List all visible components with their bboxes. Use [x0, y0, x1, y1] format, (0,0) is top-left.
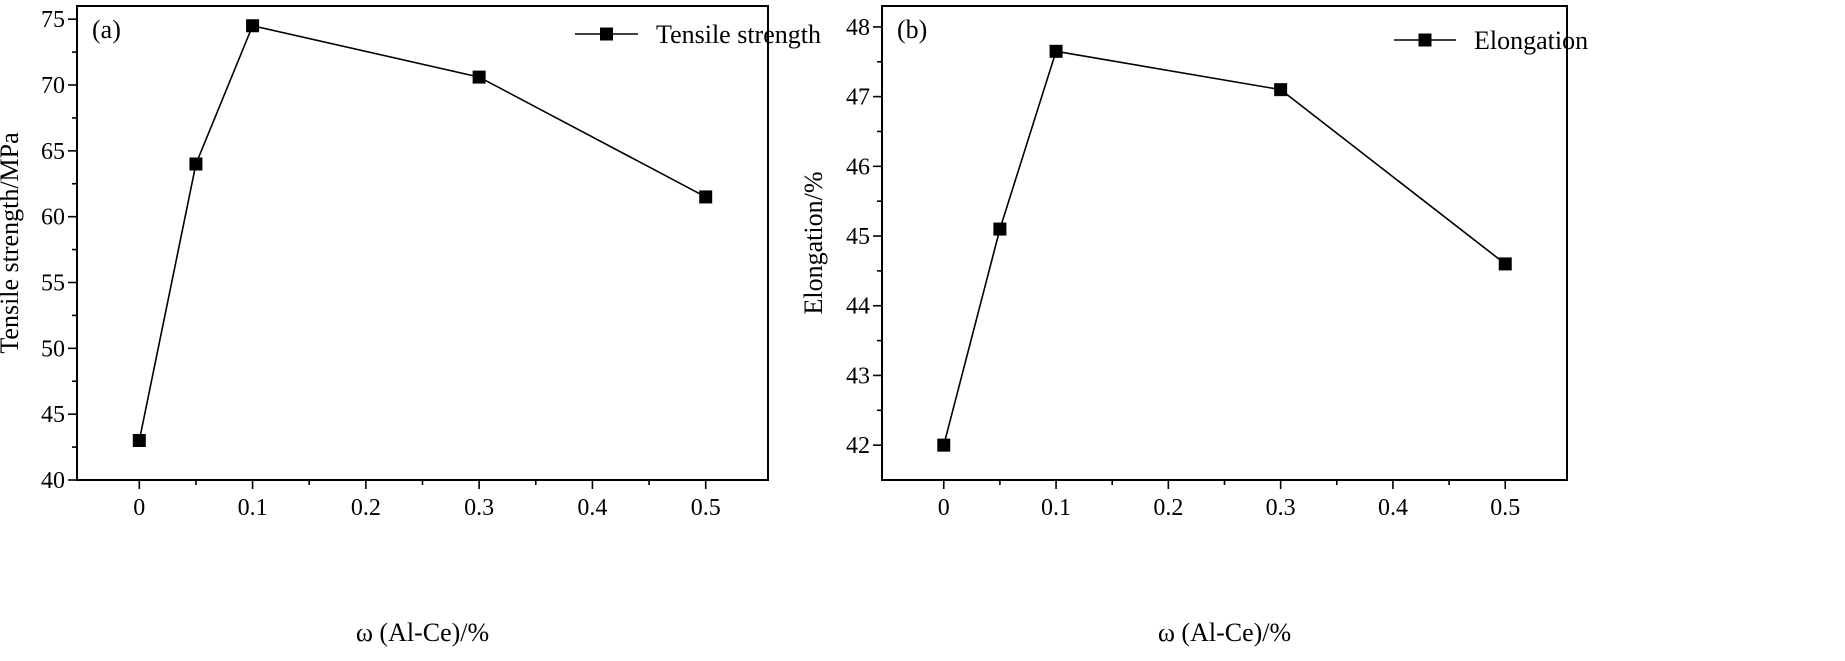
data-point [993, 222, 1007, 236]
legend-label: Tensile strength [656, 20, 821, 49]
y-axis-title: Tensile strength/MPa [0, 132, 24, 354]
data-point [132, 434, 146, 447]
y-tick-label: 60 [41, 205, 65, 231]
data-point [1274, 83, 1288, 97]
plot-frame [881, 5, 1568, 481]
y-tick-label: 42 [846, 433, 870, 459]
x-tick-label: 0.4 [1378, 495, 1408, 521]
y-tick-label: 43 [846, 363, 870, 389]
panel-label: (b) [897, 15, 927, 44]
x-axis-title: ω (Al-Ce)/% [356, 618, 489, 647]
series-line [942, 50, 1506, 446]
y-tick-label: 40 [41, 468, 65, 494]
legend-label: Elongation [1474, 26, 1588, 55]
data-point [1498, 257, 1512, 271]
series-line [138, 24, 707, 441]
y-tick-label: 47 [846, 85, 870, 111]
y-tick-label: 48 [846, 15, 870, 41]
x-tick-label: 0.2 [351, 495, 381, 521]
legend-marker [1418, 33, 1432, 47]
plot-frame [76, 5, 769, 481]
x-tick-label: 0.1 [1041, 495, 1071, 521]
data-point [246, 19, 260, 33]
x-tick-label: 0.3 [464, 495, 494, 521]
chart-panel-b: 0 0.1 0.2 0.3 0.4 0.5 42 43 44 45 46 47 48 ω (Al-Ce)/… [799, 5, 1588, 647]
y-axis-title: Elongation/% [799, 172, 828, 315]
y-tick-label: 75 [41, 7, 65, 33]
y-tick-label: 44 [846, 294, 870, 320]
x-axis-title: ω (Al-Ce)/% [1158, 618, 1291, 647]
y-tick-label: 55 [41, 271, 65, 297]
y-tick-label: 46 [846, 154, 870, 180]
data-point [472, 70, 486, 84]
x-tick-label: 0.5 [691, 495, 721, 521]
chart-panel-a: 0 0.1 0.2 0.3 0.4 0.5 40 45 50 55 60 65 70 75 ω (Al-Ce… [0, 5, 821, 647]
legend-marker [600, 27, 613, 41]
y-tick-label: 65 [41, 139, 65, 165]
panel-label: (a) [92, 15, 121, 44]
x-tick-label: 0.3 [1266, 495, 1296, 521]
data-point [1049, 44, 1063, 58]
y-tick-label: 45 [846, 224, 870, 250]
x-tick-label: 0 [938, 495, 950, 521]
x-tick-label: 0 [133, 495, 145, 521]
y-tick-label: 70 [41, 73, 65, 99]
x-tick-label: 0.4 [577, 495, 607, 521]
data-point [699, 190, 713, 204]
data-point [189, 157, 203, 171]
y-tick-label: 45 [41, 402, 65, 428]
data-point [937, 438, 951, 452]
y-tick-label: 50 [41, 336, 65, 362]
x-tick-label: 0.2 [1153, 495, 1183, 521]
x-tick-label: 0.1 [238, 495, 268, 521]
x-tick-label: 0.5 [1490, 495, 1520, 521]
